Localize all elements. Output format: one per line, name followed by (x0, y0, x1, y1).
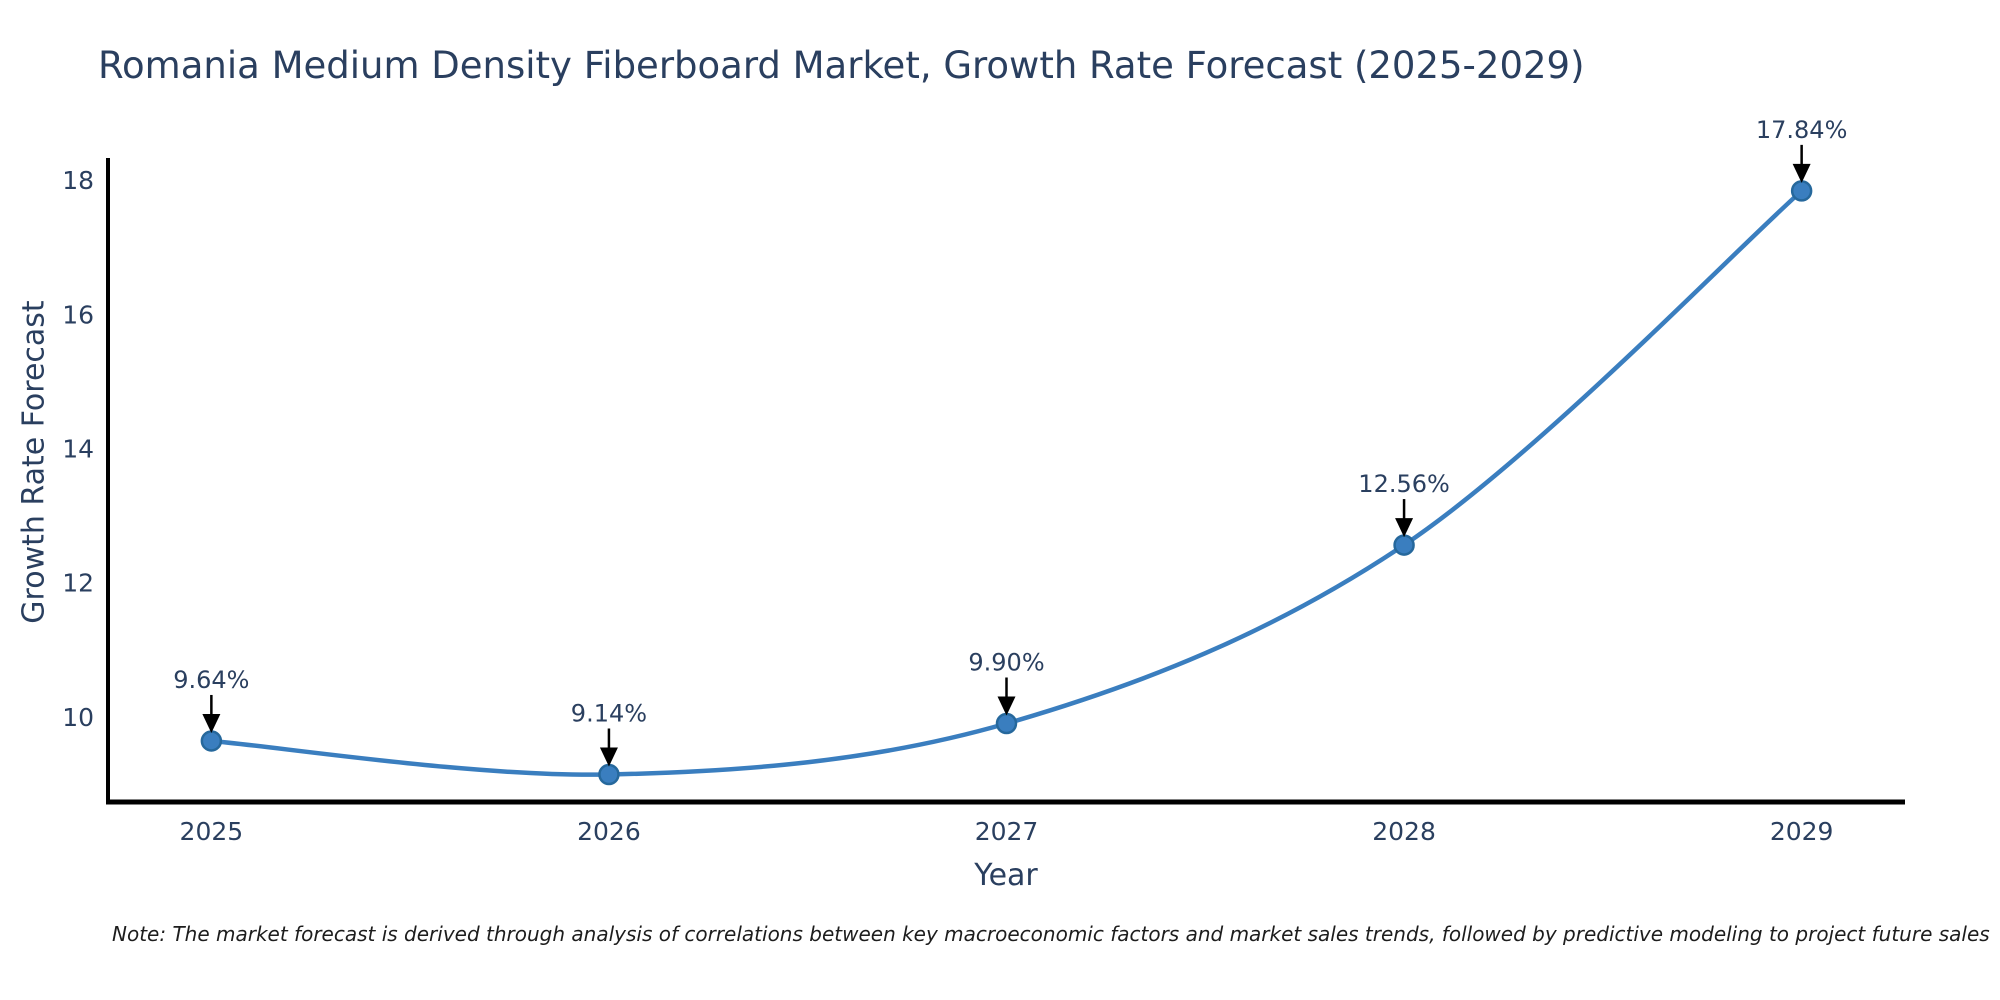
x-tick-label: 2025 (180, 817, 244, 846)
annotation-arrowhead-icon (202, 713, 221, 733)
x-tick-label: 2027 (975, 817, 1039, 846)
annotation-label: 9.14% (571, 699, 647, 727)
y-axis-title: Growth Rate Forecast (16, 300, 52, 624)
annotation-label: 9.90% (968, 649, 1044, 677)
chart-title: Romania Medium Density Fiberboard Market… (98, 44, 1585, 87)
data-point-marker (1393, 534, 1415, 556)
x-tick-label: 2029 (1770, 817, 1834, 846)
annotation-arrowhead-icon (1395, 518, 1414, 538)
annotation-label: 17.84% (1756, 116, 1848, 144)
annotation-label: 12.56% (1358, 470, 1450, 498)
footnote: Note: The market forecast is derived thr… (112, 922, 1990, 946)
y-tick-label: 10 (62, 703, 94, 732)
x-tick-label: 2026 (577, 817, 641, 846)
data-point-marker (995, 712, 1018, 735)
annotation-label: 9.64% (173, 666, 249, 694)
annotation-arrowhead-icon (997, 696, 1016, 716)
x-axis-title: Year (974, 858, 1038, 893)
y-tick-label: 18 (62, 166, 94, 195)
annotation-arrowhead-icon (1792, 163, 1811, 183)
data-point-marker (200, 730, 223, 752)
y-tick-label: 14 (62, 434, 94, 463)
annotation-arrowhead-icon (599, 747, 618, 767)
y-tick-label: 12 (62, 569, 94, 598)
x-tick-label: 2028 (1372, 817, 1436, 846)
data-point-marker (1790, 180, 1813, 202)
data-point-marker (598, 763, 620, 786)
y-tick-label: 16 (62, 300, 94, 329)
